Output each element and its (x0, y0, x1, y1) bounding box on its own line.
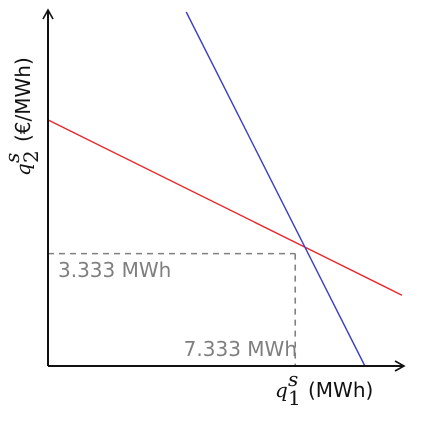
y-axis-superscript: s (0, 153, 24, 163)
intersection-x-label: 7.333 MWh (184, 337, 297, 361)
y-axis-unit: (€/MWh) (11, 57, 35, 142)
intersection-guides (48, 252, 297, 366)
y-axis-symbol: q (11, 163, 35, 176)
x-axis-unit: (MWh) (308, 378, 373, 402)
series-line-2 (185, 11, 366, 367)
x-axis-superscript: s (288, 367, 298, 391)
intersection-y-label: 3.333 MWh (58, 258, 171, 282)
y-axis-title: q s 2 (€/MWh) (0, 57, 43, 176)
x-axis-symbol: q (275, 378, 288, 402)
series-line-1 (47, 119, 403, 296)
x-axis-subscript: 1 (288, 386, 301, 410)
series-layer (47, 11, 403, 367)
y-axis-subscript: 2 (19, 150, 43, 163)
x-axis-title: q s 1 (MWh) (275, 367, 373, 410)
